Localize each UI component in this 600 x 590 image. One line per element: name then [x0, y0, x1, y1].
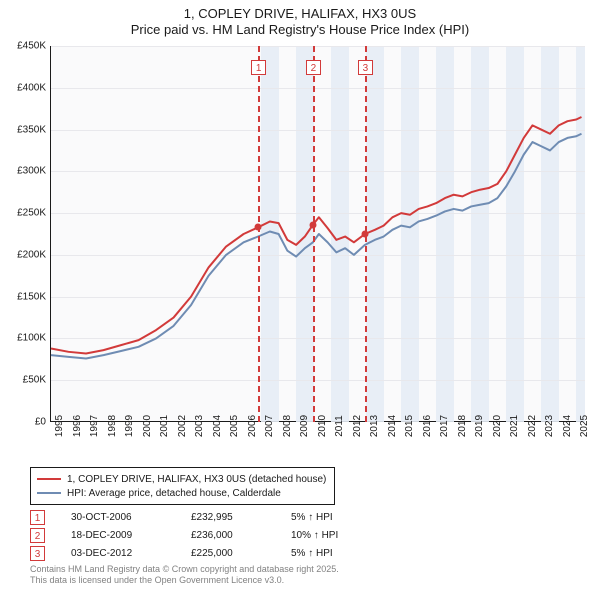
sales-row-marker: 3 — [30, 546, 45, 561]
y-tick-label: £400K — [2, 82, 46, 93]
sales-table: 130-OCT-2006£232,9955% ↑ HPI218-DEC-2009… — [30, 508, 381, 562]
sale-marker-box-1: 1 — [251, 60, 266, 75]
attribution-line-2: This data is licensed under the Open Gov… — [30, 575, 339, 586]
y-tick-label: £0 — [2, 417, 46, 428]
x-tick-label: 2004 — [212, 415, 223, 437]
x-tick-label: 2024 — [562, 415, 573, 437]
y-tick-label: £350K — [2, 124, 46, 135]
sale-marker-box-2: 2 — [306, 60, 321, 75]
chart-lines-svg — [51, 46, 585, 422]
x-tick-label: 2001 — [159, 415, 170, 437]
legend-swatch — [37, 478, 61, 480]
x-tick-label: 2015 — [404, 415, 415, 437]
legend-row: HPI: Average price, detached house, Cald… — [37, 486, 326, 500]
sale-marker-line — [258, 46, 260, 422]
attribution-line-1: Contains HM Land Registry data © Crown c… — [30, 564, 339, 575]
x-tick-label: 1999 — [124, 415, 135, 437]
x-tick-label: 2017 — [439, 415, 450, 437]
y-tick-label: £300K — [2, 166, 46, 177]
x-tick-label: 1995 — [54, 415, 65, 437]
x-tick-label: 2002 — [177, 415, 188, 437]
x-tick-label: 2010 — [317, 415, 328, 437]
title-line-1: 1, COPLEY DRIVE, HALIFAX, HX3 0US — [0, 6, 600, 22]
y-tick-label: £100K — [2, 333, 46, 344]
chart-title-block: 1, COPLEY DRIVE, HALIFAX, HX3 0US Price … — [0, 6, 600, 37]
legend-label: HPI: Average price, detached house, Cald… — [67, 488, 281, 499]
sales-row-marker: 2 — [30, 528, 45, 543]
sales-row-diff: 10% ↑ HPI — [291, 530, 381, 541]
chart-legend: 1, COPLEY DRIVE, HALIFAX, HX3 0US (detac… — [30, 467, 335, 505]
legend-swatch — [37, 492, 61, 494]
y-tick-label: £150K — [2, 291, 46, 302]
x-tick-label: 2018 — [457, 415, 468, 437]
sales-row-price: £225,000 — [191, 548, 291, 559]
y-tick-label: £250K — [2, 208, 46, 219]
x-tick-label: 2011 — [334, 415, 345, 437]
x-tick-label: 2008 — [282, 415, 293, 437]
x-tick-label: 2013 — [369, 415, 380, 437]
sale-point-2 — [309, 221, 316, 228]
x-tick-label: 2020 — [492, 415, 503, 437]
x-tick-label: 2023 — [544, 415, 555, 437]
x-tick-label: 2012 — [352, 415, 363, 437]
x-tick-label: 2005 — [229, 415, 240, 437]
sales-table-row: 2 18-DEC-2009£236,00010% ↑ HPI — [30, 526, 381, 544]
x-tick-label: 2014 — [387, 415, 398, 437]
sales-row-price: £232,995 — [191, 512, 291, 523]
x-tick-label: 1996 — [72, 415, 83, 437]
x-tick-label: 2016 — [422, 415, 433, 437]
sale-marker-box-3: 3 — [358, 60, 373, 75]
x-tick-label: 2000 — [142, 415, 153, 437]
x-tick-label: 1997 — [89, 415, 100, 437]
sales-row-date: 03-DEC-2012 — [71, 548, 191, 559]
x-tick-label: 2003 — [194, 415, 205, 437]
sales-row-date: 18-DEC-2009 — [71, 530, 191, 541]
title-line-2: Price paid vs. HM Land Registry's House … — [0, 22, 600, 38]
legend-label: 1, COPLEY DRIVE, HALIFAX, HX3 0US (detac… — [67, 474, 326, 485]
sales-row-date: 30-OCT-2006 — [71, 512, 191, 523]
sales-row-marker: 1 — [30, 510, 45, 525]
sale-marker-line — [313, 46, 315, 422]
sale-point-3 — [361, 231, 368, 238]
attribution-text: Contains HM Land Registry data © Crown c… — [30, 564, 339, 586]
x-tick-label: 2022 — [527, 415, 538, 437]
legend-row: 1, COPLEY DRIVE, HALIFAX, HX3 0US (detac… — [37, 472, 326, 486]
x-tick-label: 2025 — [579, 415, 590, 437]
x-tick-label: 2007 — [264, 415, 275, 437]
x-tick-label: 2006 — [247, 415, 258, 437]
chart-plot-area: 1 2 3 — [50, 46, 584, 422]
x-tick-label: 2019 — [474, 415, 485, 437]
sales-table-row: 3 03-DEC-2012£225,0005% ↑ HPI — [30, 544, 381, 562]
y-tick-label: £200K — [2, 249, 46, 260]
x-tick-label: 2021 — [509, 415, 520, 437]
sales-row-price: £236,000 — [191, 530, 291, 541]
series-hpi — [51, 134, 581, 359]
series-price_paid — [51, 117, 581, 353]
sales-table-row: 1 30-OCT-2006£232,9955% ↑ HPI — [30, 508, 381, 526]
y-tick-label: £450K — [2, 41, 46, 52]
x-tick-label: 1998 — [107, 415, 118, 437]
sales-row-diff: 5% ↑ HPI — [291, 512, 381, 523]
y-tick-label: £50K — [2, 375, 46, 386]
x-tick-label: 2009 — [299, 415, 310, 437]
sales-row-diff: 5% ↑ HPI — [291, 548, 381, 559]
sale-point-1 — [255, 224, 262, 231]
